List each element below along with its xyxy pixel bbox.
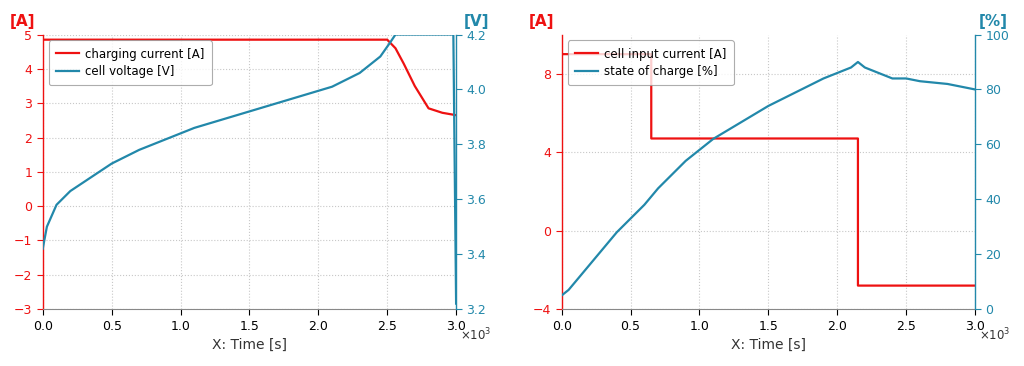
Legend: charging current [A], cell voltage [V]: charging current [A], cell voltage [V] (49, 40, 212, 85)
Text: $\times 10^3$: $\times 10^3$ (979, 327, 1011, 344)
X-axis label: X: Time [s]: X: Time [s] (212, 338, 287, 352)
Text: [A]: [A] (9, 14, 35, 29)
Text: [A]: [A] (528, 14, 554, 29)
X-axis label: X: Time [s]: X: Time [s] (731, 338, 806, 352)
Legend: cell input current [A], state of charge [%]: cell input current [A], state of charge … (567, 40, 733, 85)
Text: $\times 10^3$: $\times 10^3$ (460, 327, 492, 344)
Text: [%]: [%] (979, 14, 1008, 29)
Text: [V]: [V] (464, 14, 489, 29)
